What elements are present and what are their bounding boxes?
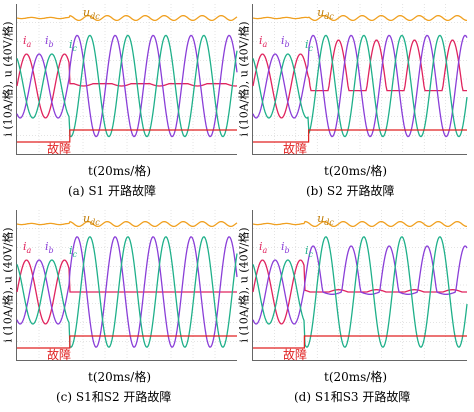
y-axis-label: i (10A/格), u (40V/格) — [2, 21, 15, 137]
waveform-d: udc ia ib ic 故障 — [252, 210, 468, 362]
oscilloscope-plot-b: udc ia ib ic 故障 — [252, 4, 468, 156]
x-axis-label: t(20ms/格) — [88, 164, 152, 178]
fault-label: 故障 — [47, 347, 71, 362]
phase-c-current — [252, 34, 468, 138]
panel-a: i (10A/格), u (40V/格) udc ia ib ic 故障 t(20ms/… — [2, 4, 238, 204]
ia-label: ia — [259, 34, 268, 49]
udc-label: udc — [317, 212, 334, 227]
phase-a-current — [252, 39, 467, 119]
phase-c-current — [16, 34, 238, 138]
phase-b-current — [16, 34, 238, 138]
udc-label: udc — [83, 212, 100, 227]
panel-b: i (10A/格), u (40V/格) udc ia ib ic 故障 t(20ms/… — [238, 4, 472, 204]
grid — [17, 4, 237, 154]
dc-link-voltage — [16, 14, 238, 22]
fault-signal — [253, 129, 467, 143]
y-axis-label: i (10A/格), u (40V/格) — [238, 21, 251, 137]
udc-label: udc — [317, 6, 334, 21]
caption-d: (d) S1和S3 开路故障 — [294, 390, 411, 404]
fault-signal — [17, 129, 237, 143]
panel-d: i (10A/格), u (40V/格) udc ia ib ic 故障 t(20ms/… — [238, 210, 472, 410]
caption-a: (a) S1 开路故障 — [68, 184, 157, 198]
fault-signal — [253, 335, 467, 349]
fault-signal — [17, 335, 237, 349]
ib-label: ib — [281, 34, 290, 49]
phase-b-current — [252, 245, 468, 325]
ib-label: ib — [45, 240, 54, 255]
ic-label: ic — [69, 244, 78, 259]
dc-link-voltage — [252, 14, 468, 22]
dc-link-voltage — [252, 220, 468, 228]
ic-label: ic — [69, 38, 78, 53]
phase-a-current — [252, 259, 467, 325]
caption-c: (c) S1和S2 开路故障 — [56, 390, 172, 404]
x-axis-label: t(20ms/格) — [324, 164, 388, 178]
x-axis-label: t(20ms/格) — [88, 370, 152, 384]
waveform-a: udc ia ib ic 故障 — [16, 4, 238, 156]
ia-label: ia — [23, 240, 32, 255]
fault-label: 故障 — [47, 141, 71, 156]
grid — [17, 210, 237, 360]
phase-c-current — [252, 236, 468, 348]
panel-c: i (10A/格), u (40V/格) udc ia ib ic 故障 t(20ms/… — [2, 210, 238, 410]
phase-b-current — [16, 236, 238, 348]
oscilloscope-plot-d: udc ia ib ic 故障 — [252, 210, 468, 362]
fault-label: 故障 — [283, 141, 307, 156]
caption-b: (b) S2 开路故障 — [306, 184, 395, 198]
ic-label: ic — [305, 38, 314, 53]
ib-label: ib — [45, 34, 54, 49]
y-axis-label: i (10A/格), u (40V/格) — [2, 227, 15, 343]
x-axis-label: t(20ms/格) — [324, 370, 388, 384]
waveform-c: udc ia ib ic 故障 — [16, 210, 238, 362]
phase-c-current — [16, 236, 238, 348]
oscilloscope-plot-c: udc ia ib ic 故障 — [16, 210, 238, 362]
fault-label: 故障 — [283, 347, 307, 362]
ic-label: ic — [305, 244, 314, 259]
waveform-b: udc ia ib ic 故障 — [252, 4, 468, 156]
dc-link-voltage — [16, 220, 238, 228]
ib-label: ib — [281, 240, 290, 255]
phase-b-current — [252, 34, 468, 138]
y-axis-label: i (10A/格), u (40V/格) — [238, 227, 251, 343]
ia-label: ia — [259, 240, 268, 255]
udc-label: udc — [83, 6, 100, 21]
ia-label: ia — [23, 34, 32, 49]
oscilloscope-plot-a: udc ia ib ic 故障 — [16, 4, 238, 156]
